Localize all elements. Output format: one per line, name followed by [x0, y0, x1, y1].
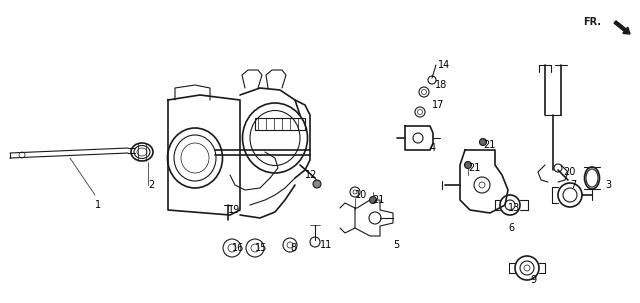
- Text: 17: 17: [432, 100, 444, 110]
- Text: 7: 7: [570, 180, 576, 190]
- Text: 15: 15: [255, 243, 268, 253]
- Text: 11: 11: [320, 240, 332, 250]
- Text: 14: 14: [438, 60, 451, 70]
- Text: 3: 3: [605, 180, 611, 190]
- Text: 8: 8: [290, 243, 296, 253]
- Text: 1: 1: [95, 200, 101, 210]
- Circle shape: [479, 138, 486, 145]
- FancyArrow shape: [614, 21, 630, 34]
- Text: FR.: FR.: [583, 17, 601, 27]
- Circle shape: [369, 197, 376, 204]
- Circle shape: [313, 180, 321, 188]
- Text: 18: 18: [435, 80, 447, 90]
- Text: 2: 2: [148, 180, 154, 190]
- Text: 9: 9: [530, 275, 536, 285]
- Text: 5: 5: [393, 240, 399, 250]
- Text: 19: 19: [228, 205, 240, 215]
- Text: 21: 21: [468, 163, 481, 173]
- Text: 20: 20: [563, 167, 575, 177]
- Circle shape: [465, 161, 472, 168]
- Text: 16: 16: [232, 243, 244, 253]
- Text: 4: 4: [430, 143, 436, 153]
- Text: 12: 12: [305, 170, 317, 180]
- Text: 6: 6: [508, 223, 514, 233]
- Text: 21: 21: [372, 195, 385, 205]
- Text: 10: 10: [355, 190, 367, 200]
- Text: 21: 21: [483, 140, 495, 150]
- Text: 13: 13: [508, 203, 520, 213]
